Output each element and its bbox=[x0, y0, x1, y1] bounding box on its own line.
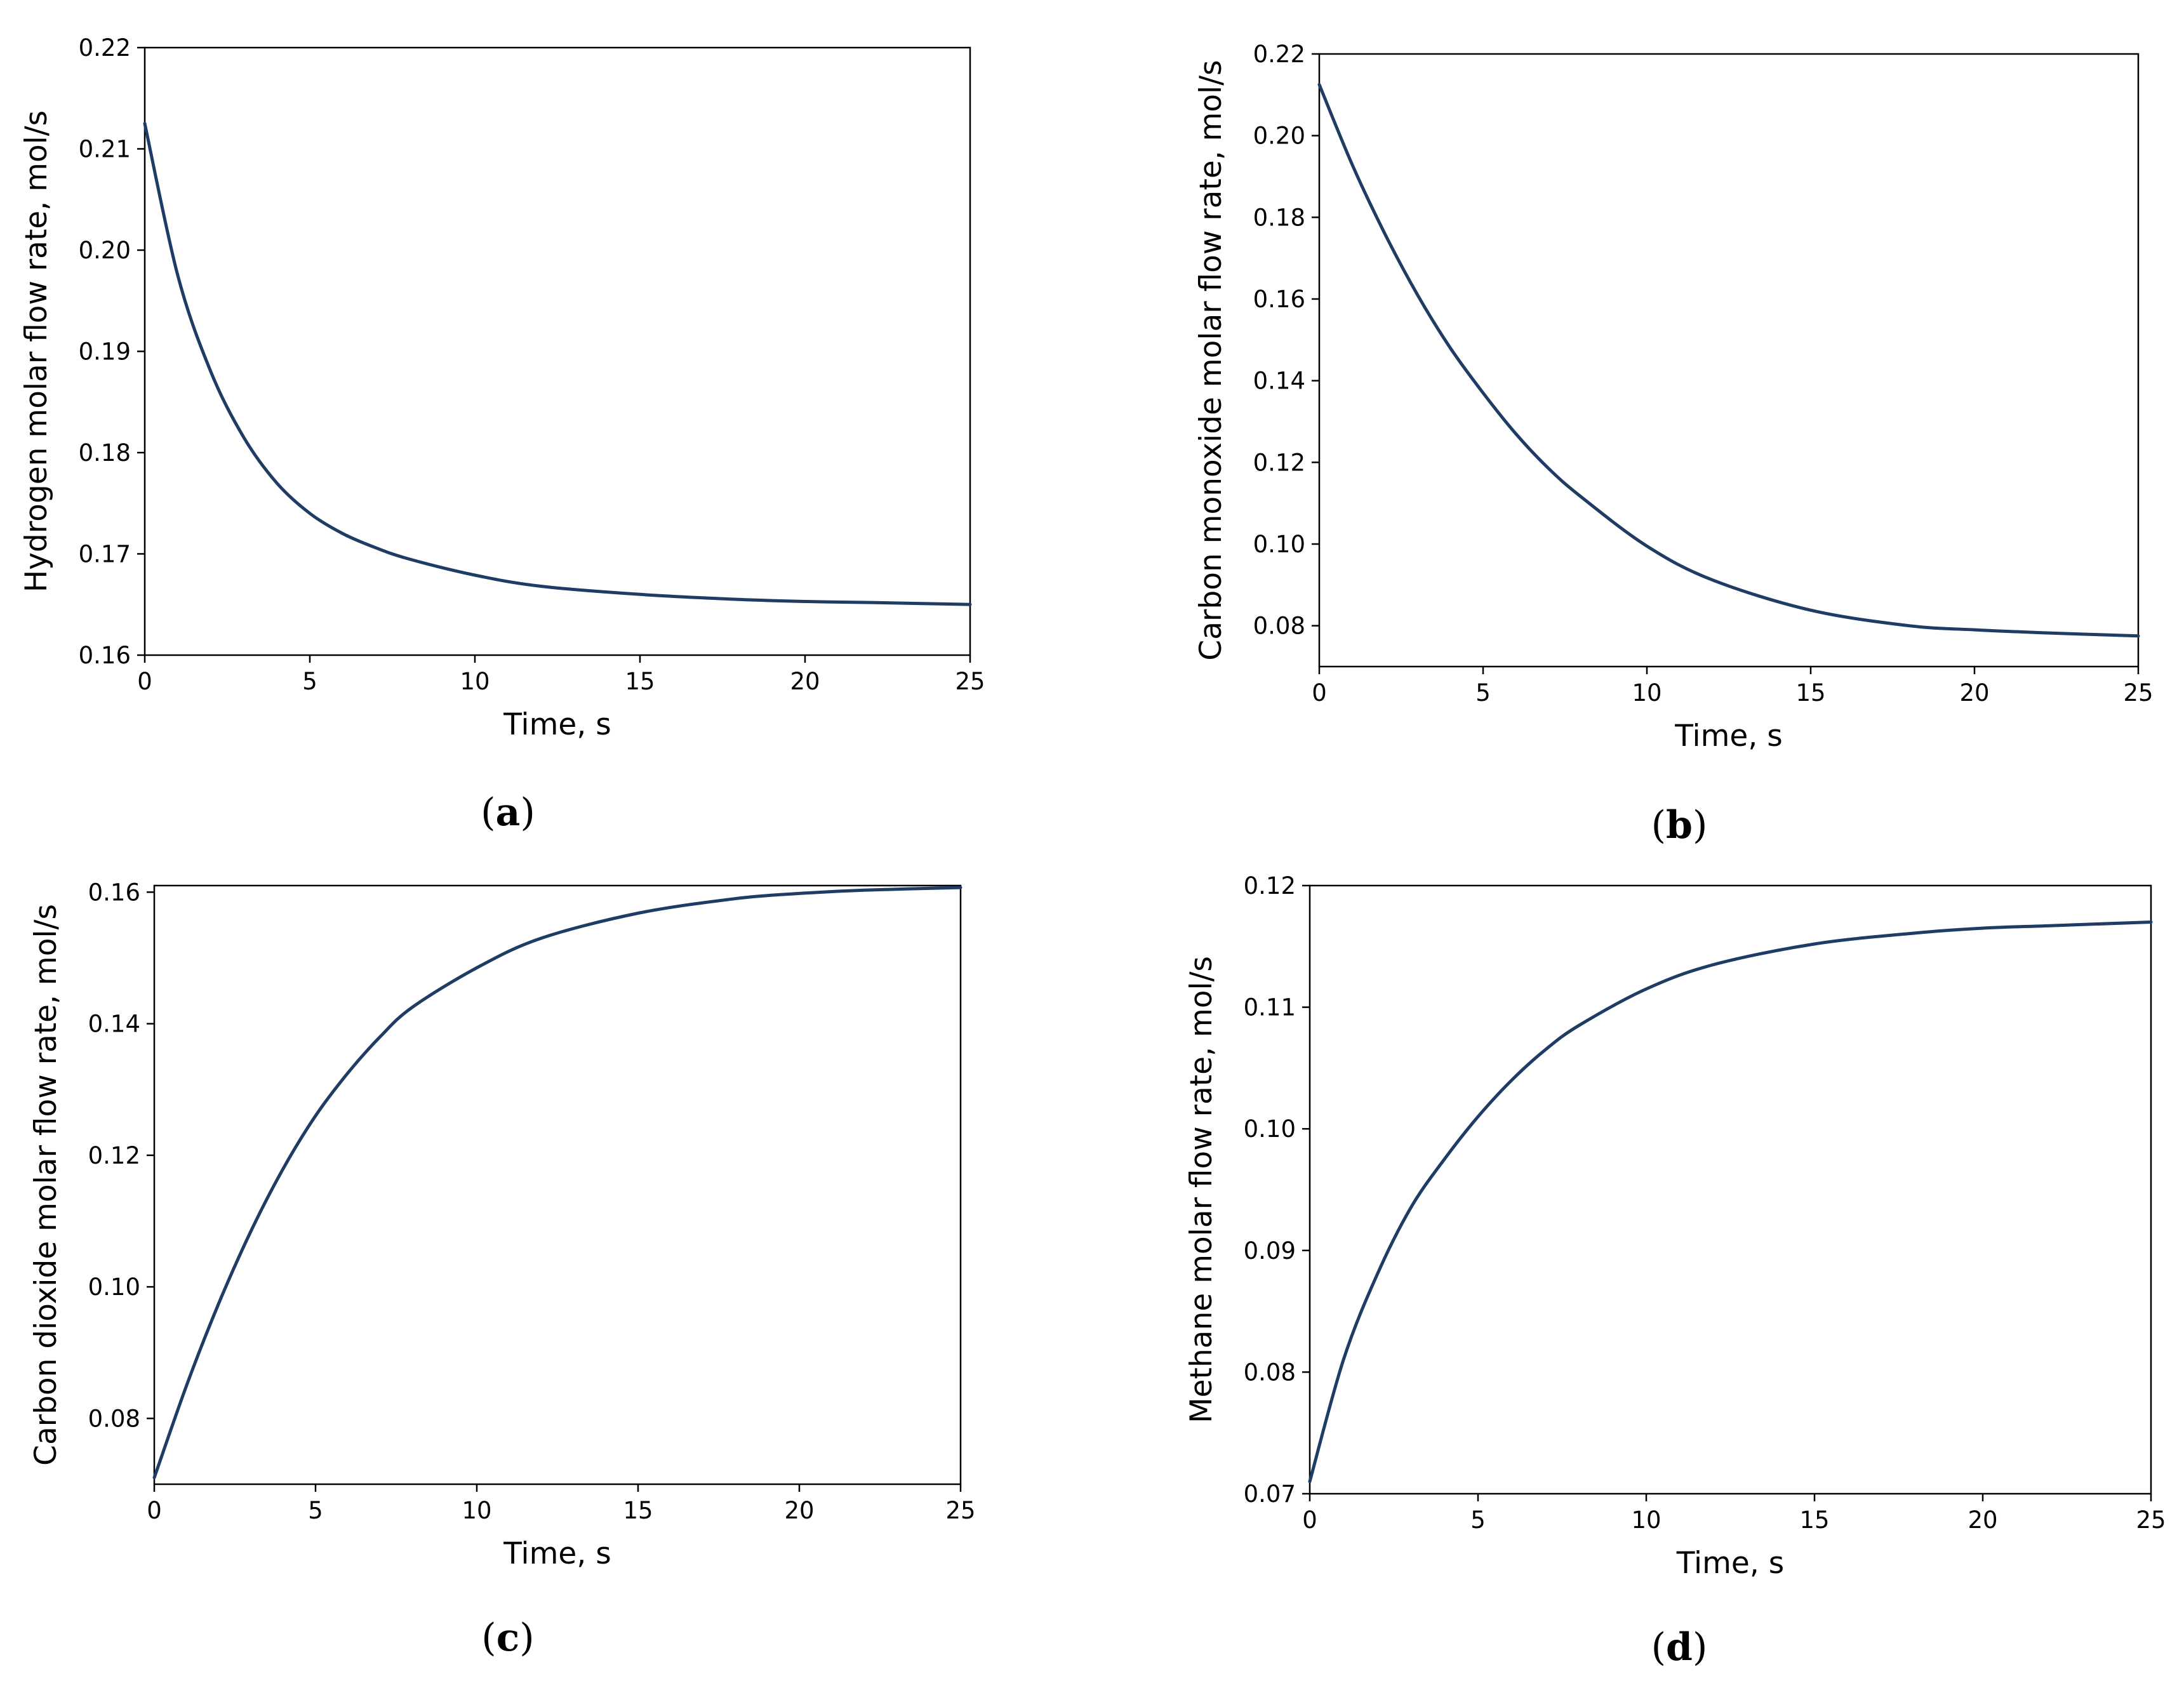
series-line bbox=[143, 122, 972, 606]
y-tick-label: 0.22 bbox=[79, 34, 131, 62]
x-tick-label: 10 bbox=[462, 1497, 491, 1524]
x-tick-label: 0 bbox=[1302, 1506, 1317, 1534]
caption-letter: b bbox=[1666, 803, 1693, 847]
caption-paren-open: ( bbox=[1651, 803, 1666, 847]
y-tick-label: 0.14 bbox=[88, 1011, 140, 1038]
x-axis-label: Time, s bbox=[503, 707, 611, 742]
y-tick-label: 0.19 bbox=[79, 338, 131, 366]
x-axis-label: Time, s bbox=[1674, 719, 1782, 754]
plot-frame bbox=[153, 884, 962, 1485]
y-tick-label: 0.10 bbox=[1244, 1115, 1296, 1143]
x-tick-label: 15 bbox=[1799, 1506, 1829, 1534]
x-tick-label: 25 bbox=[955, 668, 985, 695]
series-line bbox=[1308, 920, 2153, 1484]
x-tick-label: 15 bbox=[625, 668, 655, 695]
chart-panel-d: 0 5 10 15 20 25 0.07 0.08 0.09 0.10 0.11 0.12 Time, … bbox=[1184, 872, 2166, 1670]
caption-paren-close: ) bbox=[519, 1616, 534, 1660]
plot-frame bbox=[1308, 884, 2152, 1495]
caption-letter: c bbox=[496, 1616, 520, 1660]
caption-paren-close: ) bbox=[1693, 1625, 1707, 1670]
y-tick-label: 0.10 bbox=[1253, 531, 1305, 558]
y-tick-label: 0.16 bbox=[1253, 286, 1305, 313]
caption-paren-close: ) bbox=[520, 790, 535, 835]
y-tick-label: 0.08 bbox=[88, 1405, 140, 1432]
x-axis-label: Time, s bbox=[503, 1536, 611, 1571]
y-tick-label: 0.07 bbox=[1244, 1480, 1296, 1508]
y-tick-label: 0.18 bbox=[79, 439, 131, 467]
y-tick-label: 0.16 bbox=[79, 642, 131, 669]
plot-frame bbox=[143, 46, 971, 656]
caption-letter: d bbox=[1666, 1625, 1693, 1670]
caption-paren-close: ) bbox=[1693, 803, 1707, 847]
y-tick-label: 0.17 bbox=[79, 541, 131, 568]
x-tick-label: 25 bbox=[2136, 1506, 2166, 1534]
y-axis-label: Methane molar flow rate, mol/s bbox=[1184, 956, 1219, 1423]
x-tick-label: 5 bbox=[1475, 679, 1491, 707]
y-tick-label: 0.21 bbox=[79, 136, 131, 163]
x-axis-label: Time, s bbox=[1676, 1546, 1784, 1581]
y-axis-label: Hydrogen molar flow rate, mol/s bbox=[19, 110, 54, 592]
panel-caption: (c) bbox=[481, 1616, 534, 1660]
chart-panel-c: 0 5 10 15 20 25 0.08 0.10 0.12 0.14 0.16 Time, s Car… bbox=[29, 879, 976, 1660]
y-tick-label: 0.18 bbox=[1253, 204, 1305, 231]
x-tick-label: 10 bbox=[1632, 679, 1661, 707]
y-tick-label: 0.16 bbox=[88, 879, 140, 906]
x-tick-label: 20 bbox=[790, 668, 820, 695]
y-tick-label: 0.08 bbox=[1244, 1359, 1296, 1386]
x-tick-label: 20 bbox=[1959, 679, 1989, 707]
y-tick-label: 0.09 bbox=[1244, 1237, 1296, 1265]
panel-caption: (b) bbox=[1651, 803, 1708, 847]
plot-frame bbox=[1318, 53, 2140, 668]
y-axis-label: Carbon dioxide molar flow rate, mol/s bbox=[29, 904, 63, 1466]
x-tick-label: 5 bbox=[308, 1497, 323, 1524]
panel-caption: (a) bbox=[481, 790, 535, 835]
x-tick-label: 5 bbox=[302, 668, 317, 695]
y-tick-label: 0.20 bbox=[79, 237, 131, 264]
panel-caption: (d) bbox=[1651, 1625, 1708, 1670]
x-tick-label: 15 bbox=[623, 1497, 653, 1524]
y-tick-label: 0.12 bbox=[1253, 449, 1305, 476]
x-tick-label: 20 bbox=[784, 1497, 814, 1524]
y-tick-label: 0.12 bbox=[88, 1142, 140, 1169]
x-tick-label: 20 bbox=[1968, 1506, 1997, 1534]
y-tick-label: 0.08 bbox=[1253, 613, 1305, 640]
x-tick-label: 15 bbox=[1795, 679, 1825, 707]
x-tick-label: 25 bbox=[2123, 679, 2153, 707]
caption-paren-open: ( bbox=[481, 1616, 496, 1660]
caption-letter: a bbox=[496, 790, 521, 835]
x-tick-label: 0 bbox=[137, 668, 152, 695]
y-tick-label: 0.10 bbox=[88, 1273, 140, 1301]
y-tick-label: 0.20 bbox=[1253, 123, 1305, 150]
x-tick-label: 5 bbox=[1470, 1506, 1486, 1534]
y-tick-label: 0.11 bbox=[1244, 994, 1296, 1021]
caption-paren-open: ( bbox=[1651, 1625, 1666, 1670]
y-axis-label: Carbon monoxide molar flow rate, mol/s bbox=[1194, 60, 1228, 660]
series-line bbox=[1317, 83, 2140, 638]
y-tick-label: 0.14 bbox=[1253, 368, 1305, 395]
x-tick-label: 10 bbox=[460, 668, 489, 695]
x-tick-label: 0 bbox=[147, 1497, 162, 1524]
caption-paren-open: ( bbox=[481, 790, 495, 835]
x-tick-label: 0 bbox=[1312, 679, 1327, 707]
series-line bbox=[152, 886, 962, 1480]
chart-panel-b: 0 5 10 15 20 25 0.08 0.10 0.12 0.14 0.16 0.18 0.20 0.… bbox=[1194, 41, 2154, 847]
y-tick-label: 0.12 bbox=[1244, 872, 1296, 900]
x-tick-label: 25 bbox=[945, 1497, 975, 1524]
chart-panel-a: 0 5 10 15 20 25 0.16 0.17 0.18 0.19 0.20 0.21 0.22 Ti… bbox=[19, 34, 985, 835]
y-tick-label: 0.22 bbox=[1253, 41, 1305, 68]
x-tick-label: 10 bbox=[1631, 1506, 1661, 1534]
